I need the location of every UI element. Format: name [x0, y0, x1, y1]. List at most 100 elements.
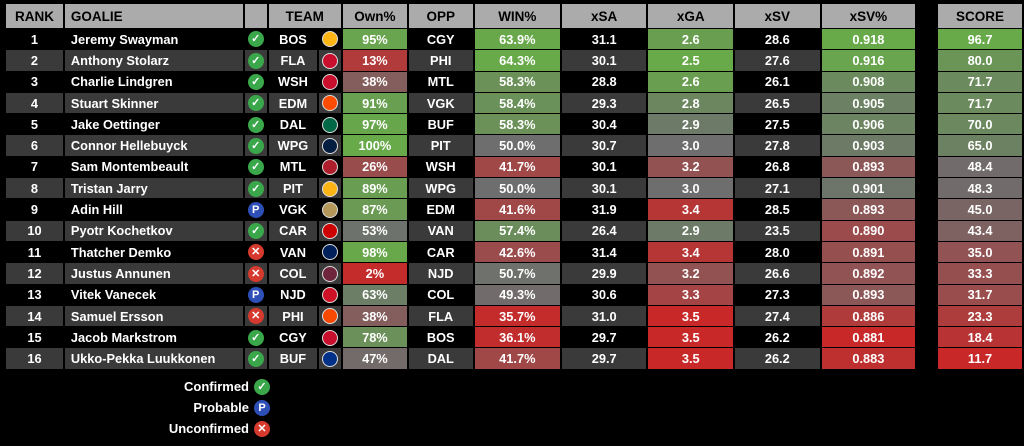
xsv-cell: 26.2	[735, 348, 820, 369]
team-logo-cell	[319, 327, 342, 348]
xsa-cell: 28.8	[561, 71, 647, 92]
rank-cell: 10	[6, 220, 63, 241]
team-abbr: MTL	[268, 156, 318, 178]
opponent-cell: CAR	[408, 241, 473, 263]
xsv-pct-cell: 0.886	[821, 305, 916, 327]
opponent-cell: WSH	[408, 156, 473, 178]
win-pct-cell: 58.3%	[474, 114, 560, 135]
xsv-cell: 27.1	[735, 178, 820, 199]
xga-cell: 3.2	[648, 156, 734, 178]
rank-cell: 7	[6, 156, 63, 178]
team-abbr: PHI	[268, 305, 318, 327]
xsa-cell: 29.3	[561, 92, 647, 114]
opponent-cell: PIT	[408, 135, 473, 156]
status-cell: ✕	[244, 263, 267, 284]
table-row: 15 Jacob Markstrom ✓ CGY 78% BOS 36.1% 29.7 3.5 2…	[6, 327, 1022, 348]
header-score: SCORE	[938, 4, 1022, 28]
team-abbr: COL	[268, 263, 318, 284]
score-cell: 80.0	[938, 50, 1022, 71]
goalie-name: Stuart Skinner	[64, 92, 243, 114]
team-logo-cell	[319, 71, 342, 92]
xga-cell: 3.5	[648, 327, 734, 348]
xsv-pct-cell: 0.892	[821, 263, 916, 284]
xga-cell: 2.9	[648, 114, 734, 135]
xsv-cell: 23.5	[735, 220, 820, 241]
goalie-name: Ukko-Pekka Luukkonen	[64, 348, 243, 369]
team-logo-cell	[319, 199, 342, 220]
table-row: 7 Sam Montembeault ✓ MTL 26% WSH 41.7% 30.1 3.2 2…	[6, 156, 1022, 178]
status-cell: ✕	[244, 305, 267, 327]
xga-cell: 2.9	[648, 220, 734, 241]
opponent-cell: VGK	[408, 92, 473, 114]
opponent-cell: COL	[408, 284, 473, 305]
table-row: 4 Stuart Skinner ✓ EDM 91% VGK 58.4% 29.3 2.8 26.…	[6, 92, 1022, 114]
column-gap	[917, 263, 937, 284]
rank-cell: 11	[6, 241, 63, 263]
xsa-cell: 31.9	[561, 199, 647, 220]
xsv-pct-cell: 0.881	[821, 327, 916, 348]
column-gap	[917, 284, 937, 305]
rank-cell: 8	[6, 178, 63, 199]
goalie-name: Charlie Lindgren	[64, 71, 243, 92]
column-gap	[917, 114, 937, 135]
win-pct-cell: 36.1%	[474, 327, 560, 348]
win-pct-cell: 50.0%	[474, 135, 560, 156]
table-row: 9 Adin Hill P VGK 87% EDM 41.6% 31.9 3.4 28.5 0.89…	[6, 199, 1022, 220]
team-abbr: EDM	[268, 92, 318, 114]
status-cell: ✓	[244, 114, 267, 135]
goalie-name: Thatcher Demko	[64, 241, 243, 263]
xsa-cell: 29.7	[561, 348, 647, 369]
team-logo-cell	[319, 263, 342, 284]
team-logo-cell	[319, 29, 342, 50]
column-gap	[917, 135, 937, 156]
column-gap	[917, 92, 937, 114]
win-pct-cell: 63.9%	[474, 29, 560, 50]
status-cell: ✓	[244, 348, 267, 369]
probable-status-icon: P	[247, 201, 264, 218]
goalie-name: Justus Annunen	[64, 263, 243, 284]
table-row: 6 Connor Hellebuyck ✓ WPG 100% PIT 50.0% 30.7 3.…	[6, 135, 1022, 156]
win-pct-cell: 42.6%	[474, 241, 560, 263]
status-cell: ✕	[244, 241, 267, 263]
goalie-name: Jake Oettinger	[64, 114, 243, 135]
goalie-name: Anthony Stolarz	[64, 50, 243, 71]
confirmed-status-icon: ✓	[247, 329, 264, 346]
header-xga: xGA	[648, 4, 734, 28]
goalie-name: Tristan Jarry	[64, 178, 243, 199]
xga-cell: 3.4	[648, 199, 734, 220]
xga-cell: 3.3	[648, 284, 734, 305]
team-abbr: CGY	[268, 327, 318, 348]
team-logo-cell	[319, 178, 342, 199]
capitals-logo-icon	[322, 74, 339, 91]
own-pct-cell: 38%	[343, 71, 407, 92]
stars-logo-icon	[322, 116, 339, 133]
xsv-cell: 27.4	[735, 305, 820, 327]
opponent-cell: FLA	[408, 305, 473, 327]
opponent-cell: EDM	[408, 199, 473, 220]
opponent-cell: WPG	[408, 178, 473, 199]
own-pct-cell: 89%	[343, 178, 407, 199]
confirmed-status-icon: ✓	[247, 31, 264, 48]
own-pct-cell: 98%	[343, 241, 407, 263]
flames-logo-icon	[322, 329, 339, 346]
status-cell: ✓	[244, 220, 267, 241]
opponent-cell: NJD	[408, 263, 473, 284]
column-gap	[917, 178, 937, 199]
status-cell: ✓	[244, 327, 267, 348]
win-pct-cell: 41.7%	[474, 156, 560, 178]
column-gap	[917, 4, 937, 28]
table-row: 11 Thatcher Demko ✕ VAN 98% CAR 42.6% 31.4 3.4 28…	[6, 241, 1022, 263]
column-gap	[917, 220, 937, 241]
xsv-cell: 26.8	[735, 156, 820, 178]
own-pct-cell: 63%	[343, 284, 407, 305]
unconfirmed-status-icon: ✕	[247, 244, 264, 261]
xsv-pct-cell: 0.890	[821, 220, 916, 241]
goalie-name: Jeremy Swayman	[64, 29, 243, 50]
rank-cell: 1	[6, 29, 63, 50]
team-logo-cell	[319, 135, 342, 156]
header-win: WIN%	[474, 4, 560, 28]
opponent-cell: MTL	[408, 71, 473, 92]
canucks-logo-icon	[322, 244, 339, 261]
xsv-pct-cell: 0.893	[821, 156, 916, 178]
confirmed-status-icon: ✓	[247, 95, 264, 112]
